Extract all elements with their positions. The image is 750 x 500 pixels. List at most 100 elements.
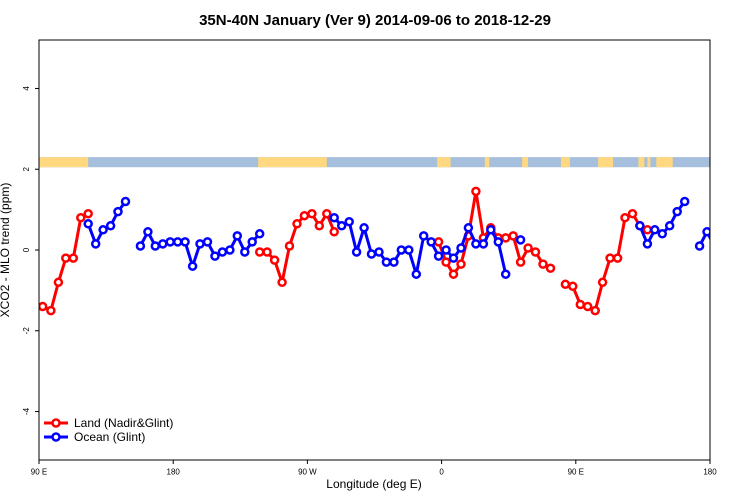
data-point (500, 269, 511, 279)
data-point (381, 257, 392, 267)
data-point (441, 257, 451, 267)
data-point (538, 259, 548, 269)
data-point (247, 237, 257, 247)
data-point (322, 208, 332, 219)
data-point (299, 210, 310, 221)
data-point (433, 251, 444, 261)
data-point (679, 196, 690, 207)
y-axis: -4 -2 0 2 4 (22, 86, 39, 415)
data-point (187, 261, 198, 271)
data-point (46, 305, 56, 316)
data-point (83, 219, 93, 229)
data-point (597, 277, 608, 288)
data-point (284, 241, 295, 251)
series-land (39, 186, 653, 316)
data-point (143, 227, 153, 237)
data-point (471, 239, 481, 249)
land-band-segment-8 (647, 157, 651, 168)
data-point (642, 225, 653, 235)
y-tick-label: -2 (22, 327, 31, 335)
data-point (39, 301, 48, 312)
y-tick-label: 0 (22, 247, 31, 252)
data-point (620, 212, 630, 223)
data-point (165, 237, 175, 247)
data-point (702, 227, 710, 237)
data-point (650, 225, 660, 235)
data-point (53, 277, 64, 288)
data-point (635, 221, 645, 231)
data-point (329, 227, 339, 237)
data-point (612, 253, 623, 263)
land-band-segment-0 (39, 157, 89, 168)
data-point (366, 249, 377, 259)
data-point (336, 221, 347, 231)
data-point (448, 253, 459, 263)
legend-label: Ocean (Glint) (74, 430, 145, 444)
data-point (254, 247, 265, 257)
x-tick-label: 90 E (31, 468, 47, 477)
data-point (76, 212, 86, 223)
data-point (344, 216, 354, 227)
data-point (486, 225, 496, 235)
data-point (374, 247, 384, 257)
legend: Land (Nadir&Glint)Ocean (Glint) (44, 416, 173, 444)
data-point (359, 223, 369, 233)
x-tick-label: 90 E (568, 468, 584, 477)
ocean-band (39, 157, 710, 168)
data-point (404, 245, 414, 255)
land-band-segment-1 (258, 157, 327, 168)
chart-title: 35N-40N January (Ver 9) 2014-09-06 to 20… (199, 12, 551, 29)
land-band-segment-4 (522, 157, 529, 168)
data-point (605, 253, 615, 263)
x-axis: 90 E 180 90 W 0 90 E 180 (31, 460, 717, 477)
x-tick-label: 180 (167, 468, 181, 477)
data-point (329, 212, 339, 223)
data-point (232, 231, 243, 241)
data-point (61, 253, 71, 263)
y-tick-label: 4 (22, 86, 31, 91)
data-point (664, 221, 675, 231)
data-point (225, 245, 235, 255)
data-point (441, 245, 451, 255)
y-axis-label: XCO2 - MLO trend (ppm) (0, 183, 12, 318)
data-point (515, 235, 526, 245)
data-point (694, 241, 705, 251)
data-point (657, 229, 668, 239)
data-point (515, 257, 526, 267)
data-point (426, 237, 436, 247)
data-point (590, 305, 600, 316)
data-point (396, 245, 407, 255)
data-point (718, 240, 725, 247)
data-point (575, 299, 586, 310)
data-point (240, 247, 250, 257)
data-point (113, 206, 123, 217)
data-point (389, 257, 399, 267)
series-line (565, 212, 649, 313)
land-band-segment-2 (437, 157, 451, 168)
data-point (292, 219, 302, 229)
data-point (262, 247, 272, 257)
data-point (448, 269, 459, 279)
data-point (642, 239, 653, 249)
data-point (217, 247, 228, 257)
series-layer (39, 186, 725, 316)
data-point (351, 247, 362, 257)
series-ocean (83, 196, 725, 279)
data-point (582, 301, 593, 312)
y-tick-label: 2 (22, 166, 31, 171)
data-point (269, 255, 280, 265)
data-point (314, 221, 325, 231)
data-point (120, 196, 131, 207)
data-point (672, 206, 682, 217)
series-line (698, 230, 710, 247)
data-point (158, 239, 168, 249)
x-tick-label: 0 (439, 468, 444, 477)
data-point (172, 237, 183, 247)
data-point (180, 237, 190, 247)
data-point (709, 244, 710, 248)
land-band-segment-7 (638, 157, 645, 168)
data-point (545, 263, 556, 273)
data-point (500, 233, 511, 243)
land-band-segment-6 (598, 157, 614, 168)
